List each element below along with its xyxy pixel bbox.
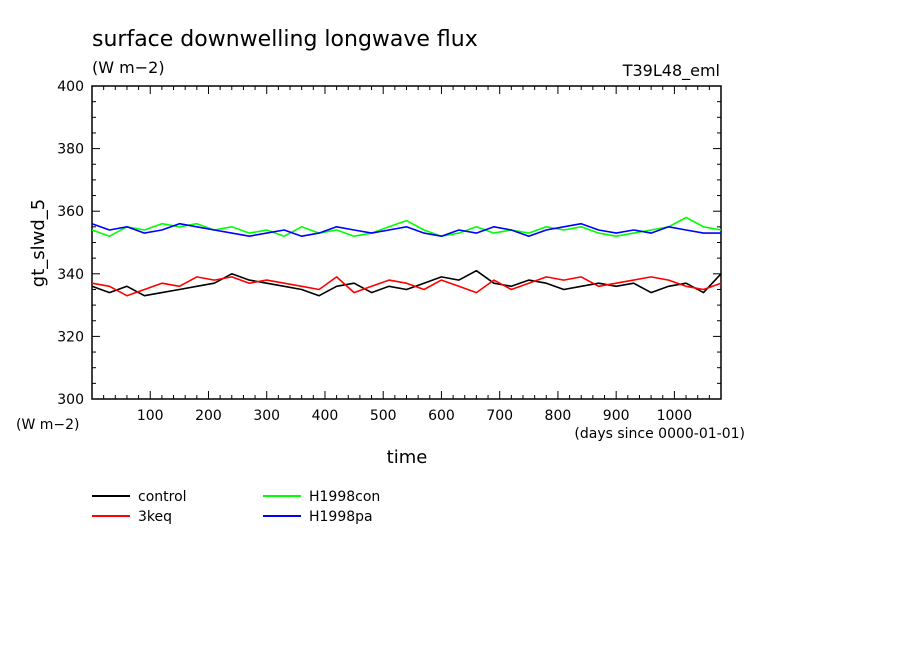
legend-item-control: control: [92, 489, 187, 505]
y-axis-ticks: 300 320 340 360 380 400: [57, 79, 721, 408]
x-tick-label: 500: [370, 408, 397, 424]
plot-frame: [91, 85, 722, 400]
legend-label: H1998con: [309, 489, 380, 505]
x-tick-label: 400: [312, 408, 339, 424]
legend-label: H1998pa: [309, 509, 373, 525]
run-label: T39L48_eml: [622, 61, 720, 81]
series-line-h1998pa: [91, 222, 721, 237]
x-axis-units: (days since 0000-01-01): [574, 426, 745, 442]
series-line-h1998con: [91, 216, 722, 237]
legend-item-3keq: 3keq: [92, 509, 172, 525]
chart-title: surface downwelling longwave flux: [92, 27, 478, 52]
series-line-control: [91, 269, 722, 297]
legend: control 3keq H1998con H1998pa: [92, 489, 380, 525]
y-axis-units: (W m−2): [16, 417, 80, 433]
plot-area: 100 200 300 400 500 600 700 800 900 1000 300 320 34…: [57, 79, 722, 424]
x-axis-label: time: [387, 447, 428, 468]
y-tick-label: 360: [57, 204, 84, 220]
x-tick-label: 300: [253, 408, 280, 424]
y-tick-label: 340: [57, 267, 84, 283]
x-tick-label: 100: [137, 408, 164, 424]
y-tick-label: 320: [57, 329, 84, 345]
title-units: (W m−2): [92, 58, 165, 77]
y-axis-label: gt_slwd_5: [28, 199, 49, 287]
x-tick-label: 200: [195, 408, 222, 424]
legend-item-h1998con: H1998con: [263, 489, 380, 505]
y-tick-label: 300: [57, 392, 84, 408]
series-line-3keq: [91, 276, 722, 297]
x-tick-label: 600: [428, 408, 455, 424]
x-axis-ticks: 100 200 300 400 500 600 700 800 900 1000: [103, 86, 710, 424]
y-tick-label: 400: [57, 79, 84, 95]
y-tick-label: 380: [57, 142, 84, 158]
x-tick-label: 800: [545, 408, 572, 424]
x-tick-label: 700: [486, 408, 513, 424]
legend-item-h1998pa: H1998pa: [263, 509, 373, 525]
x-tick-label: 900: [603, 408, 630, 424]
x-tick-label: 1000: [657, 408, 693, 424]
series-lines: [91, 216, 722, 297]
legend-label: 3keq: [138, 509, 172, 525]
legend-label: control: [138, 489, 187, 505]
